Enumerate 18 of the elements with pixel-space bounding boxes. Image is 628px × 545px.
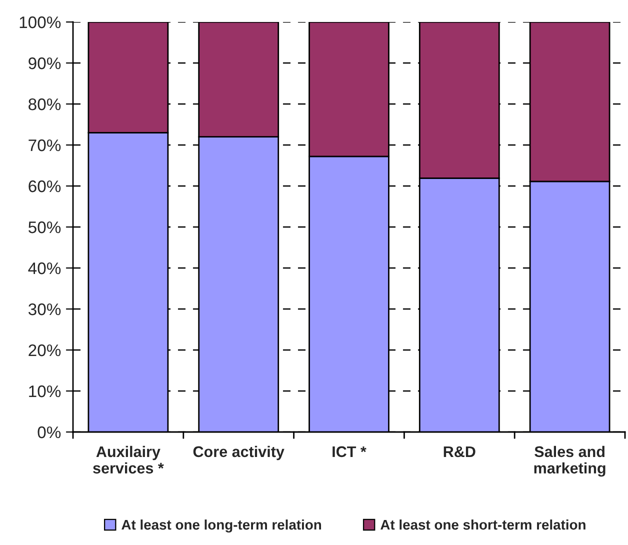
x-tick-label: ICT * [332, 446, 366, 458]
y-tick-label: 80% [28, 98, 61, 110]
x-tick-label: Core activity [193, 446, 284, 460]
legend-label: At least one short-term relation [380, 519, 586, 530]
y-tick-label: 90% [28, 57, 61, 70]
y-tick-label: 30% [28, 303, 61, 316]
y-tick-label: 100% [20, 16, 61, 28]
y-tick-label: 10% [29, 385, 61, 398]
x-tick-label: Auxilairy services * [93, 446, 164, 474]
y-tick-label: 60% [28, 180, 61, 192]
y-tick-label: 20% [28, 344, 61, 356]
y-tick-label: 70% [28, 139, 61, 152]
legend-label: At least one long-term relation [122, 519, 322, 532]
x-tick-label: R&D [444, 446, 476, 458]
y-tick-label: 0% [38, 426, 61, 438]
y-tick-label: 50% [28, 221, 61, 234]
y-tick-label: 40% [28, 262, 61, 274]
x-tick-label: Sales and marketing [534, 446, 606, 477]
